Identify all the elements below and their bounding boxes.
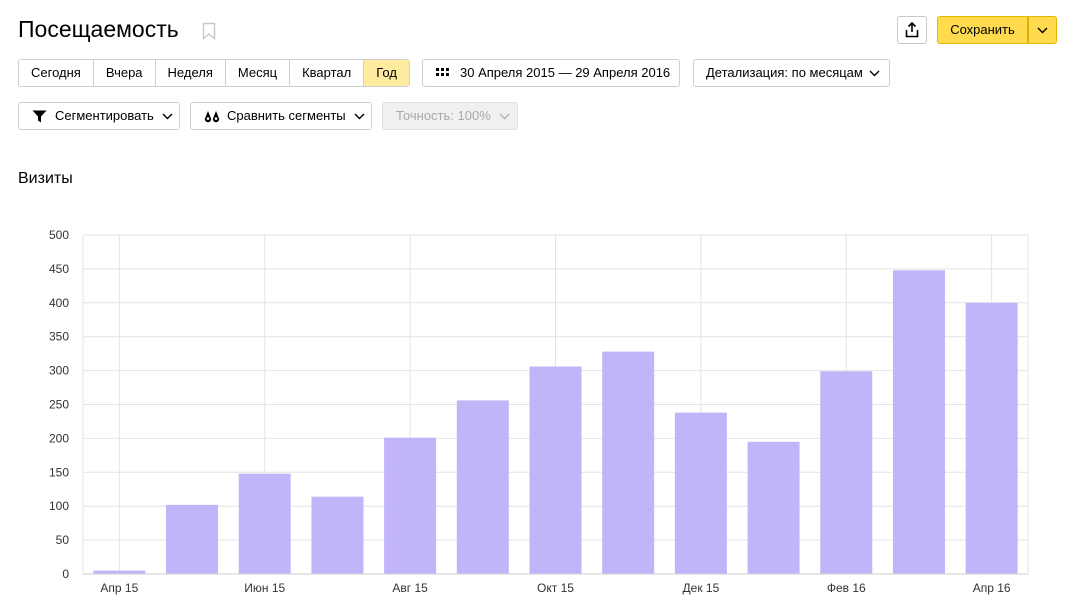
share-button[interactable] — [897, 16, 927, 44]
bar — [602, 351, 655, 574]
compare-segments-dropdown[interactable]: Сравнить сегменты — [190, 102, 372, 130]
bar — [384, 437, 437, 574]
page-title: Посещаемость — [18, 16, 179, 42]
chevron-down-icon — [869, 70, 880, 76]
bar — [166, 504, 219, 574]
bookmark-icon[interactable] — [202, 22, 216, 40]
period-quarter-button[interactable]: Квартал — [290, 60, 365, 86]
y-tick-label: 100 — [49, 499, 69, 513]
x-tick-label: Июн 15 — [244, 581, 285, 595]
accuracy-label: Точность: 100% — [396, 108, 491, 123]
period-month-button[interactable]: Месяц — [225, 60, 291, 86]
chevron-down-icon — [499, 113, 510, 119]
compare-label: Сравнить сегменты — [227, 108, 346, 123]
period-yesterday-button[interactable]: Вчера — [93, 60, 156, 86]
y-tick-label: 450 — [49, 262, 69, 276]
bar — [311, 496, 364, 574]
bar — [529, 366, 582, 574]
segment-dropdown[interactable]: Сегментировать — [18, 102, 180, 130]
bar — [747, 441, 800, 574]
period-today-button[interactable]: Сегодня — [19, 60, 94, 86]
visits-bar-chart: 0 50 100 150 200 250 300 350 400 450 500 Апр 15 Июн … — [49, 228, 1029, 595]
x-tick-label: Окт 15 — [537, 581, 574, 595]
chevron-down-icon — [354, 113, 365, 119]
period-selector: Сегодня Вчера Неделя Месяц Квартал Год — [18, 59, 410, 87]
compare-icon — [204, 110, 220, 122]
x-tick-label: Авг 15 — [392, 581, 428, 595]
filter-icon — [32, 110, 47, 122]
x-tick-label: Апр 16 — [973, 581, 1011, 595]
x-tick-label: Фев 16 — [827, 581, 866, 595]
y-tick-label: 400 — [49, 296, 69, 310]
date-range-text: 30 Апреля 2015 — 29 Апреля 2016 — [460, 65, 671, 80]
x-tick-label: Дек 15 — [683, 581, 720, 595]
x-tick-label: Апр 15 — [100, 581, 138, 595]
y-tick-label: 50 — [56, 533, 70, 547]
y-tick-label: 350 — [49, 330, 69, 344]
bar — [456, 400, 509, 574]
bar — [965, 302, 1018, 574]
y-tick-label: 300 — [49, 364, 69, 378]
calendar-icon — [436, 68, 449, 76]
save-options-button[interactable] — [1028, 16, 1057, 44]
bar — [93, 570, 146, 574]
accuracy-dropdown: Точность: 100% — [382, 102, 518, 130]
chevron-down-icon — [162, 113, 173, 119]
y-tick-label: 200 — [49, 431, 69, 445]
y-tick-label: 0 — [62, 567, 69, 581]
bar — [238, 473, 291, 574]
detail-label: Детализация: по месяцам — [706, 65, 863, 80]
period-year-button[interactable]: Год — [364, 60, 409, 86]
y-tick-label: 500 — [49, 228, 69, 242]
section-title: Визиты — [18, 170, 73, 187]
y-tick-label: 150 — [49, 465, 69, 479]
y-tick-label: 250 — [49, 398, 69, 412]
share-icon — [905, 22, 919, 38]
chevron-down-icon — [1037, 27, 1048, 33]
bar — [674, 412, 727, 574]
bar — [892, 270, 945, 574]
period-week-button[interactable]: Неделя — [155, 60, 226, 86]
date-range-picker[interactable]: 30 Апреля 2015 — 29 Апреля 2016 — [422, 59, 680, 87]
detail-dropdown[interactable]: Детализация: по месяцам — [693, 59, 890, 87]
bar — [820, 371, 873, 574]
segment-label: Сегментировать — [55, 108, 154, 123]
save-button[interactable]: Сохранить — [937, 16, 1028, 44]
save-button-group: Сохранить — [937, 16, 1057, 44]
